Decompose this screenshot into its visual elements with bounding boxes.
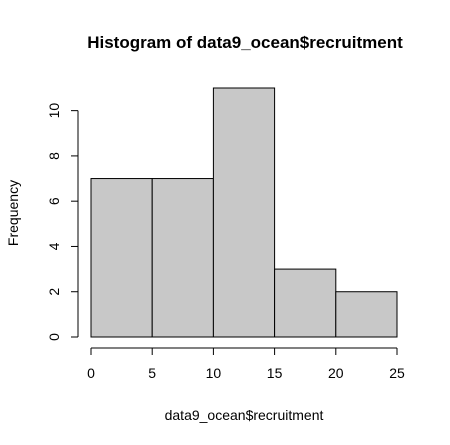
chart-title: Histogram of data9_ocean$recruitment (87, 33, 403, 52)
y-tick-label-5: 10 (46, 103, 62, 119)
y-tick-label-1: 2 (46, 288, 62, 296)
histogram-bar-1 (151, 178, 214, 338)
bars-group (90, 87, 398, 338)
x-tick-label-1: 5 (148, 365, 156, 381)
histogram-bar-0 (90, 178, 153, 338)
y-tick-label-2: 4 (46, 242, 62, 250)
y-tick-label-4: 8 (46, 152, 62, 160)
histogram-bar-2 (212, 87, 276, 338)
y-axis: 0 2 4 6 8 10 (46, 103, 79, 341)
x-tick-label-0: 0 (87, 365, 95, 381)
x-tick-label-3: 15 (267, 365, 283, 381)
x-axis-label: data9_ocean$recruitment (165, 407, 324, 423)
y-tick-label-0: 0 (46, 333, 62, 341)
y-tick-label-3: 6 (46, 197, 62, 205)
x-axis: 0 5 10 15 20 25 (87, 347, 405, 381)
y-axis-label: Frequency (5, 180, 21, 246)
histogram-bar-3 (274, 268, 337, 338)
x-tick-label-4: 20 (328, 365, 344, 381)
x-tick-label-5: 25 (389, 365, 405, 381)
x-tick-label-2: 10 (206, 365, 222, 381)
histogram-bar-4 (335, 291, 398, 338)
